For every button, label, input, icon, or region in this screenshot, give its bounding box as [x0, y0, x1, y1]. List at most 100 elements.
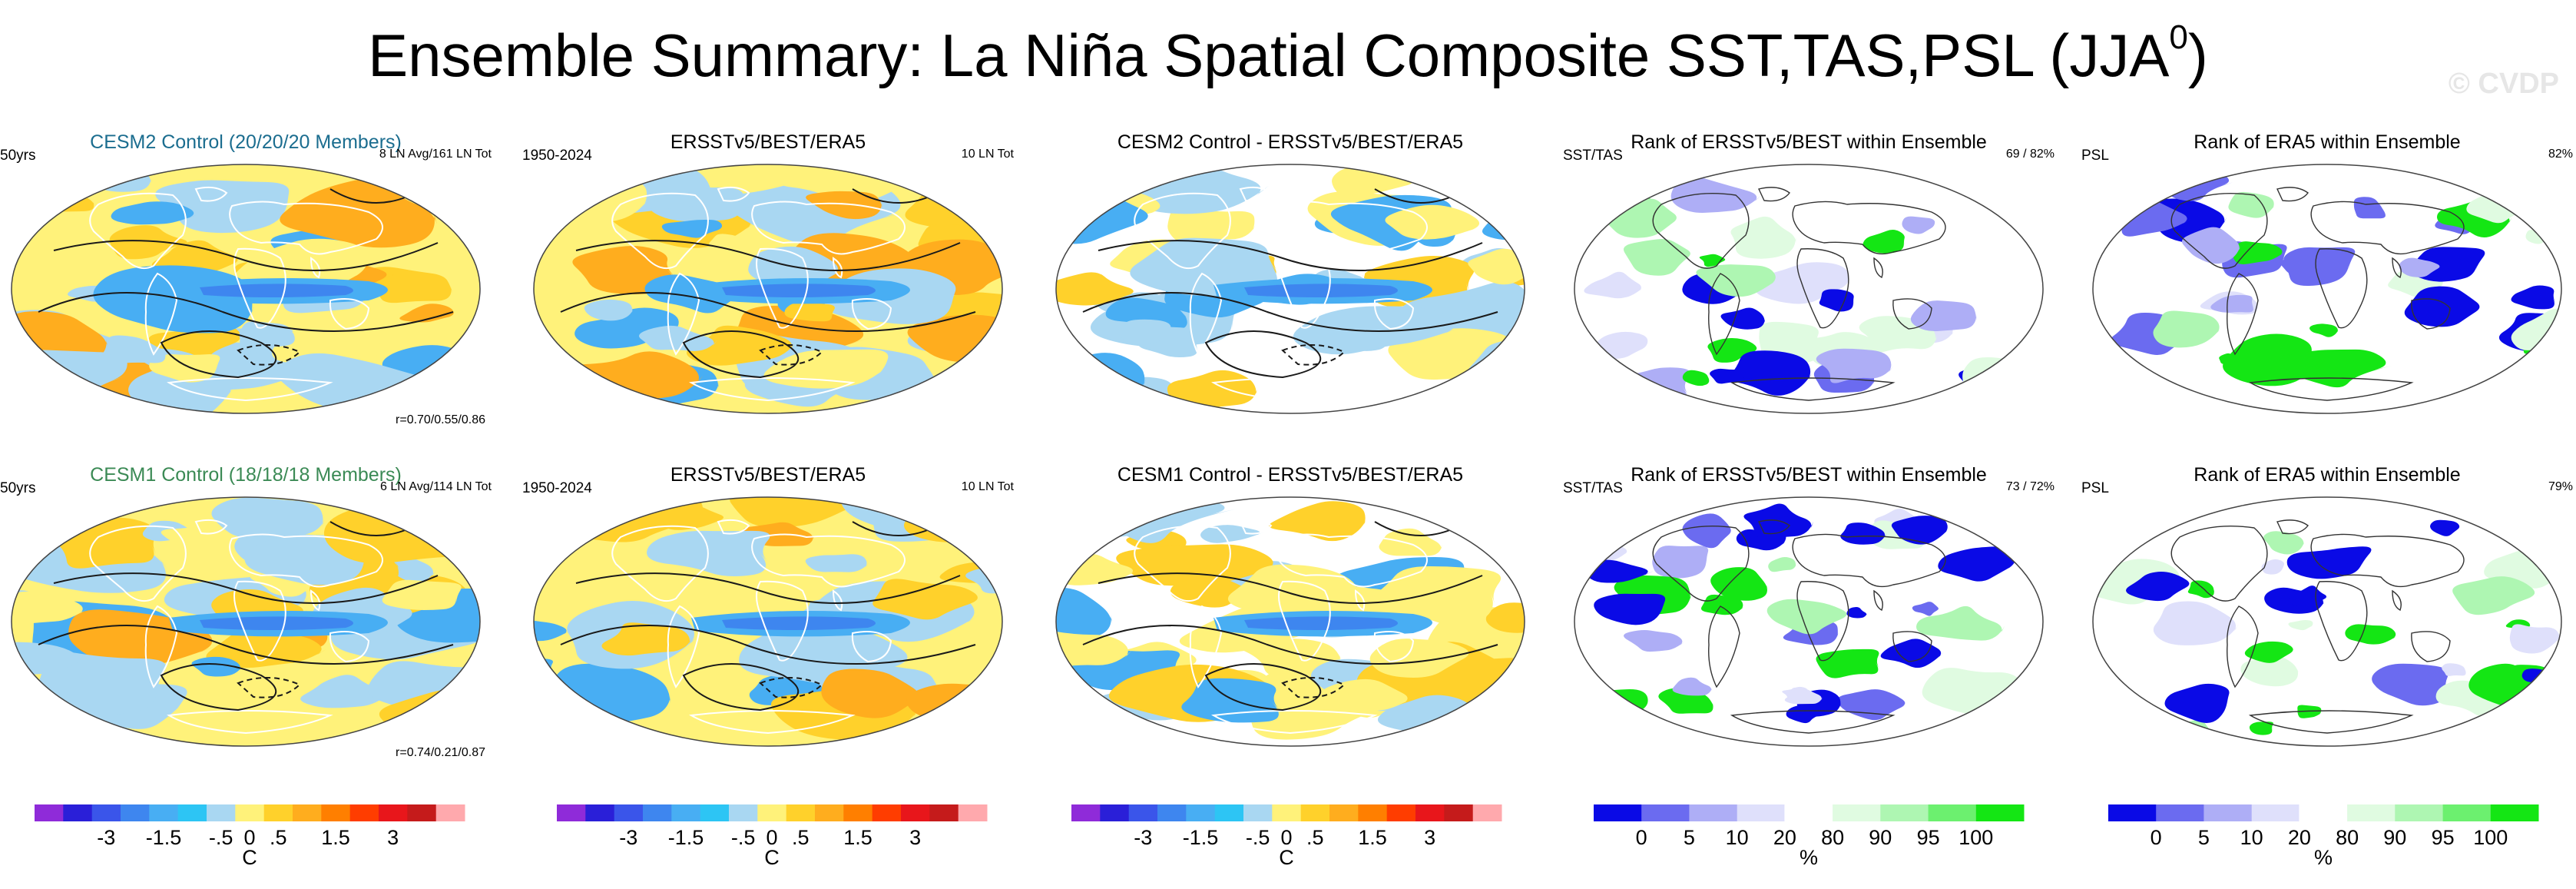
cold-tongue-core	[1244, 284, 1398, 297]
rank-region	[2261, 559, 2285, 575]
rank-region	[2492, 705, 2561, 746]
anomaly-region	[779, 164, 916, 203]
colorbar-2: -3 -1.5 -.5 0 .5 1.5 3 C	[557, 803, 1018, 880]
colorbar-tick-label: .5	[1306, 826, 1324, 849]
anomaly-region	[206, 630, 326, 668]
rank-region	[2442, 663, 2467, 676]
rank-region	[1916, 605, 2005, 641]
coastline	[144, 272, 178, 356]
colorbar-swatch	[321, 804, 351, 821]
psl-contour	[53, 240, 439, 271]
coastline	[1758, 187, 1790, 202]
rank-region	[2288, 619, 2313, 631]
anomaly-region	[1319, 678, 1412, 714]
coastline	[229, 201, 383, 255]
map-panel-r2-c2: ERSSTv5/BEST/ERA5 1950-2024 10 LN Tot	[522, 463, 1014, 778]
anomaly-region	[1200, 525, 1265, 543]
coastline	[2248, 377, 2414, 401]
anomaly-region	[534, 509, 598, 532]
colorbar-tick-label: 0	[243, 826, 256, 849]
rank-region	[2153, 601, 2240, 645]
coastline	[1708, 273, 1740, 356]
rank-region	[2240, 656, 2299, 687]
colorbar-tick-label: .5	[270, 826, 287, 849]
rank-region	[2126, 572, 2193, 602]
panel-title: Rank of ERSSTv5/BEST within Ensemble	[1631, 131, 1987, 153]
colorbar-tick-label: -1.5	[667, 826, 704, 849]
cold-tongue-core	[722, 616, 876, 630]
rank-region	[2511, 308, 2561, 350]
coastline	[2392, 589, 2402, 611]
anomaly-region	[534, 619, 571, 642]
panel-right-label: 69 / 82%	[2005, 148, 2055, 161]
anomaly-region	[1385, 204, 1485, 240]
robinson-map	[1574, 496, 2044, 747]
psl-contour	[1204, 663, 1322, 712]
rank-region	[2286, 546, 2372, 579]
colorbar-swatch	[872, 804, 902, 821]
panel-title: CESM1 Control - ERSSTv5/BEST/ERA5	[1117, 464, 1464, 486]
colorbar-tick-label: 90	[1869, 826, 1892, 849]
colorbar-swatch	[263, 804, 293, 821]
rank-region	[2345, 624, 2399, 645]
psl-contour	[560, 625, 976, 665]
psl-contour	[1082, 625, 1498, 665]
colorbar-swatch	[1737, 804, 1786, 821]
map-outline	[2092, 496, 2562, 747]
coastline	[1652, 526, 1750, 602]
coastline	[1708, 605, 1740, 688]
anomaly-region	[382, 579, 462, 610]
rank-region	[1699, 254, 1727, 267]
anomaly-region	[655, 503, 728, 530]
cvdp-watermark: © CVDP	[2448, 68, 2559, 100]
colorbar-tick-label: 20	[2287, 826, 2311, 849]
title-superscript: 0	[2169, 18, 2188, 56]
coastline	[2392, 257, 2402, 278]
anomaly-region	[534, 708, 614, 746]
colorbar-swatch	[435, 804, 465, 821]
colorbar-tick-label: 3	[387, 826, 399, 849]
coastline	[89, 192, 187, 269]
cold-tongue-core	[722, 284, 876, 297]
anomaly-region	[300, 675, 390, 708]
anomaly-region	[12, 350, 127, 403]
rank-region	[2181, 227, 2241, 264]
colorbar-swatch	[1472, 804, 1502, 821]
rank-region	[1710, 567, 1768, 601]
map-panel-r1-c3: CESM2 Control - ERSSTv5/BEST/ERA5	[1045, 131, 1536, 446]
rank-region	[1846, 607, 1867, 619]
anomaly-region	[975, 689, 1002, 706]
coastline	[667, 272, 700, 356]
coastline	[1652, 193, 1750, 269]
rank-region	[1672, 677, 1713, 696]
pattern-correlation-label: r=0.74/0.21/0.87	[396, 746, 485, 759]
colorbar-swatch	[1157, 804, 1187, 821]
panel-left-label: SST/TAS	[1563, 480, 1623, 496]
psl-contour-negative	[237, 677, 301, 698]
colorbar-swatch	[901, 804, 930, 821]
psl-contour	[852, 188, 930, 204]
anomaly-region	[534, 497, 611, 522]
colorbar-swatch	[1386, 804, 1416, 821]
coastline	[2411, 298, 2451, 330]
coastline	[1134, 192, 1231, 269]
coastline	[851, 631, 892, 663]
anomaly-region	[906, 683, 1002, 742]
colorbar-swatch	[1358, 804, 1388, 821]
robinson-map	[1055, 496, 1525, 747]
coastline	[1796, 248, 1849, 329]
coastline	[1189, 272, 1223, 356]
colorbar-tick-label: 10	[2240, 826, 2263, 849]
anomaly-region	[107, 335, 167, 363]
map-outline	[11, 496, 481, 747]
coastline	[2276, 187, 2309, 202]
coastline	[751, 201, 906, 255]
anomaly-region	[280, 179, 437, 248]
coastline	[329, 631, 370, 663]
rank-region	[2509, 624, 2561, 654]
rank-region	[1710, 368, 1746, 384]
coastline	[2411, 631, 2451, 662]
rank-region	[2164, 683, 2230, 723]
robinson-map	[2092, 496, 2562, 747]
anomaly-region	[1056, 587, 1113, 642]
